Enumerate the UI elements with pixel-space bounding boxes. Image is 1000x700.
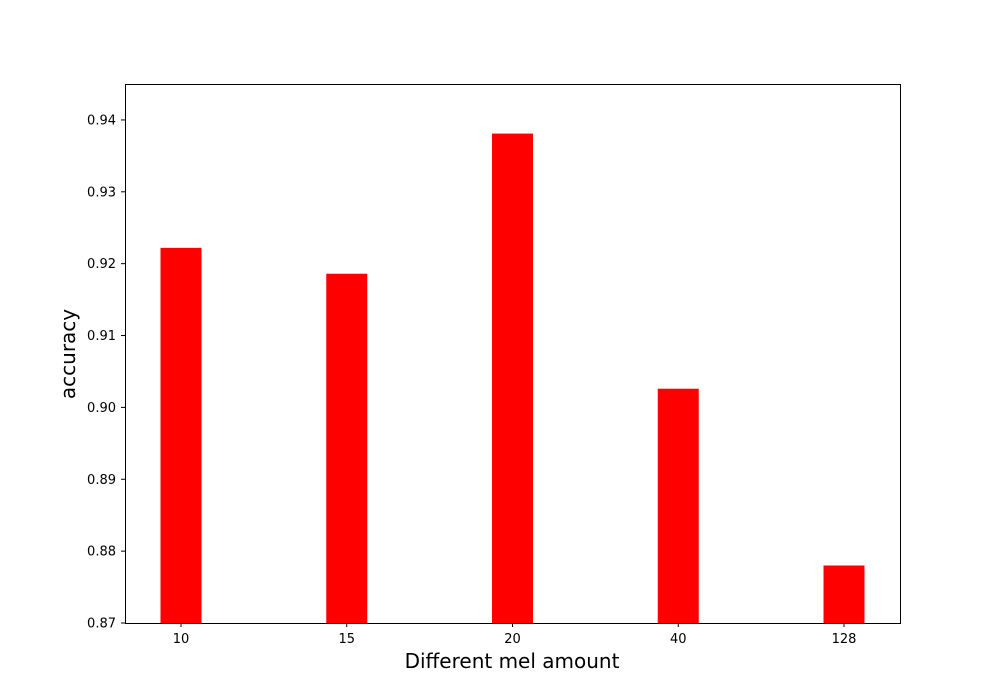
- y-axis-label: accuracy: [56, 309, 80, 399]
- bar-15: [326, 273, 368, 623]
- bar-10: [160, 247, 202, 623]
- x-tick-label: 15: [338, 632, 355, 647]
- x-tick-label: 10: [173, 632, 190, 647]
- bar-128: [823, 565, 865, 623]
- y-tick-label: 0.91: [87, 329, 116, 344]
- y-axis: 0.87 0.88 0.89 0.90 0.91 0.92 0.93 0.94: [87, 113, 125, 632]
- bars-group: [160, 133, 865, 623]
- y-tick-label: 0.92: [87, 257, 116, 272]
- y-tick-label: 0.94: [87, 113, 116, 128]
- x-tick-label: 20: [504, 632, 521, 647]
- x-axis-label: Different mel amount: [405, 649, 620, 673]
- x-tick-label: 128: [832, 632, 857, 647]
- x-axis: 10 15 20 40 128: [173, 623, 857, 647]
- y-tick-label: 0.93: [87, 185, 116, 200]
- y-tick-label: 0.90: [87, 401, 116, 416]
- y-tick-label: 0.89: [87, 473, 116, 488]
- bar-40: [657, 388, 699, 623]
- y-tick-label: 0.88: [87, 545, 116, 560]
- y-tick-label: 0.87: [87, 617, 116, 632]
- x-tick-label: 40: [670, 632, 687, 647]
- bar-20: [492, 133, 533, 623]
